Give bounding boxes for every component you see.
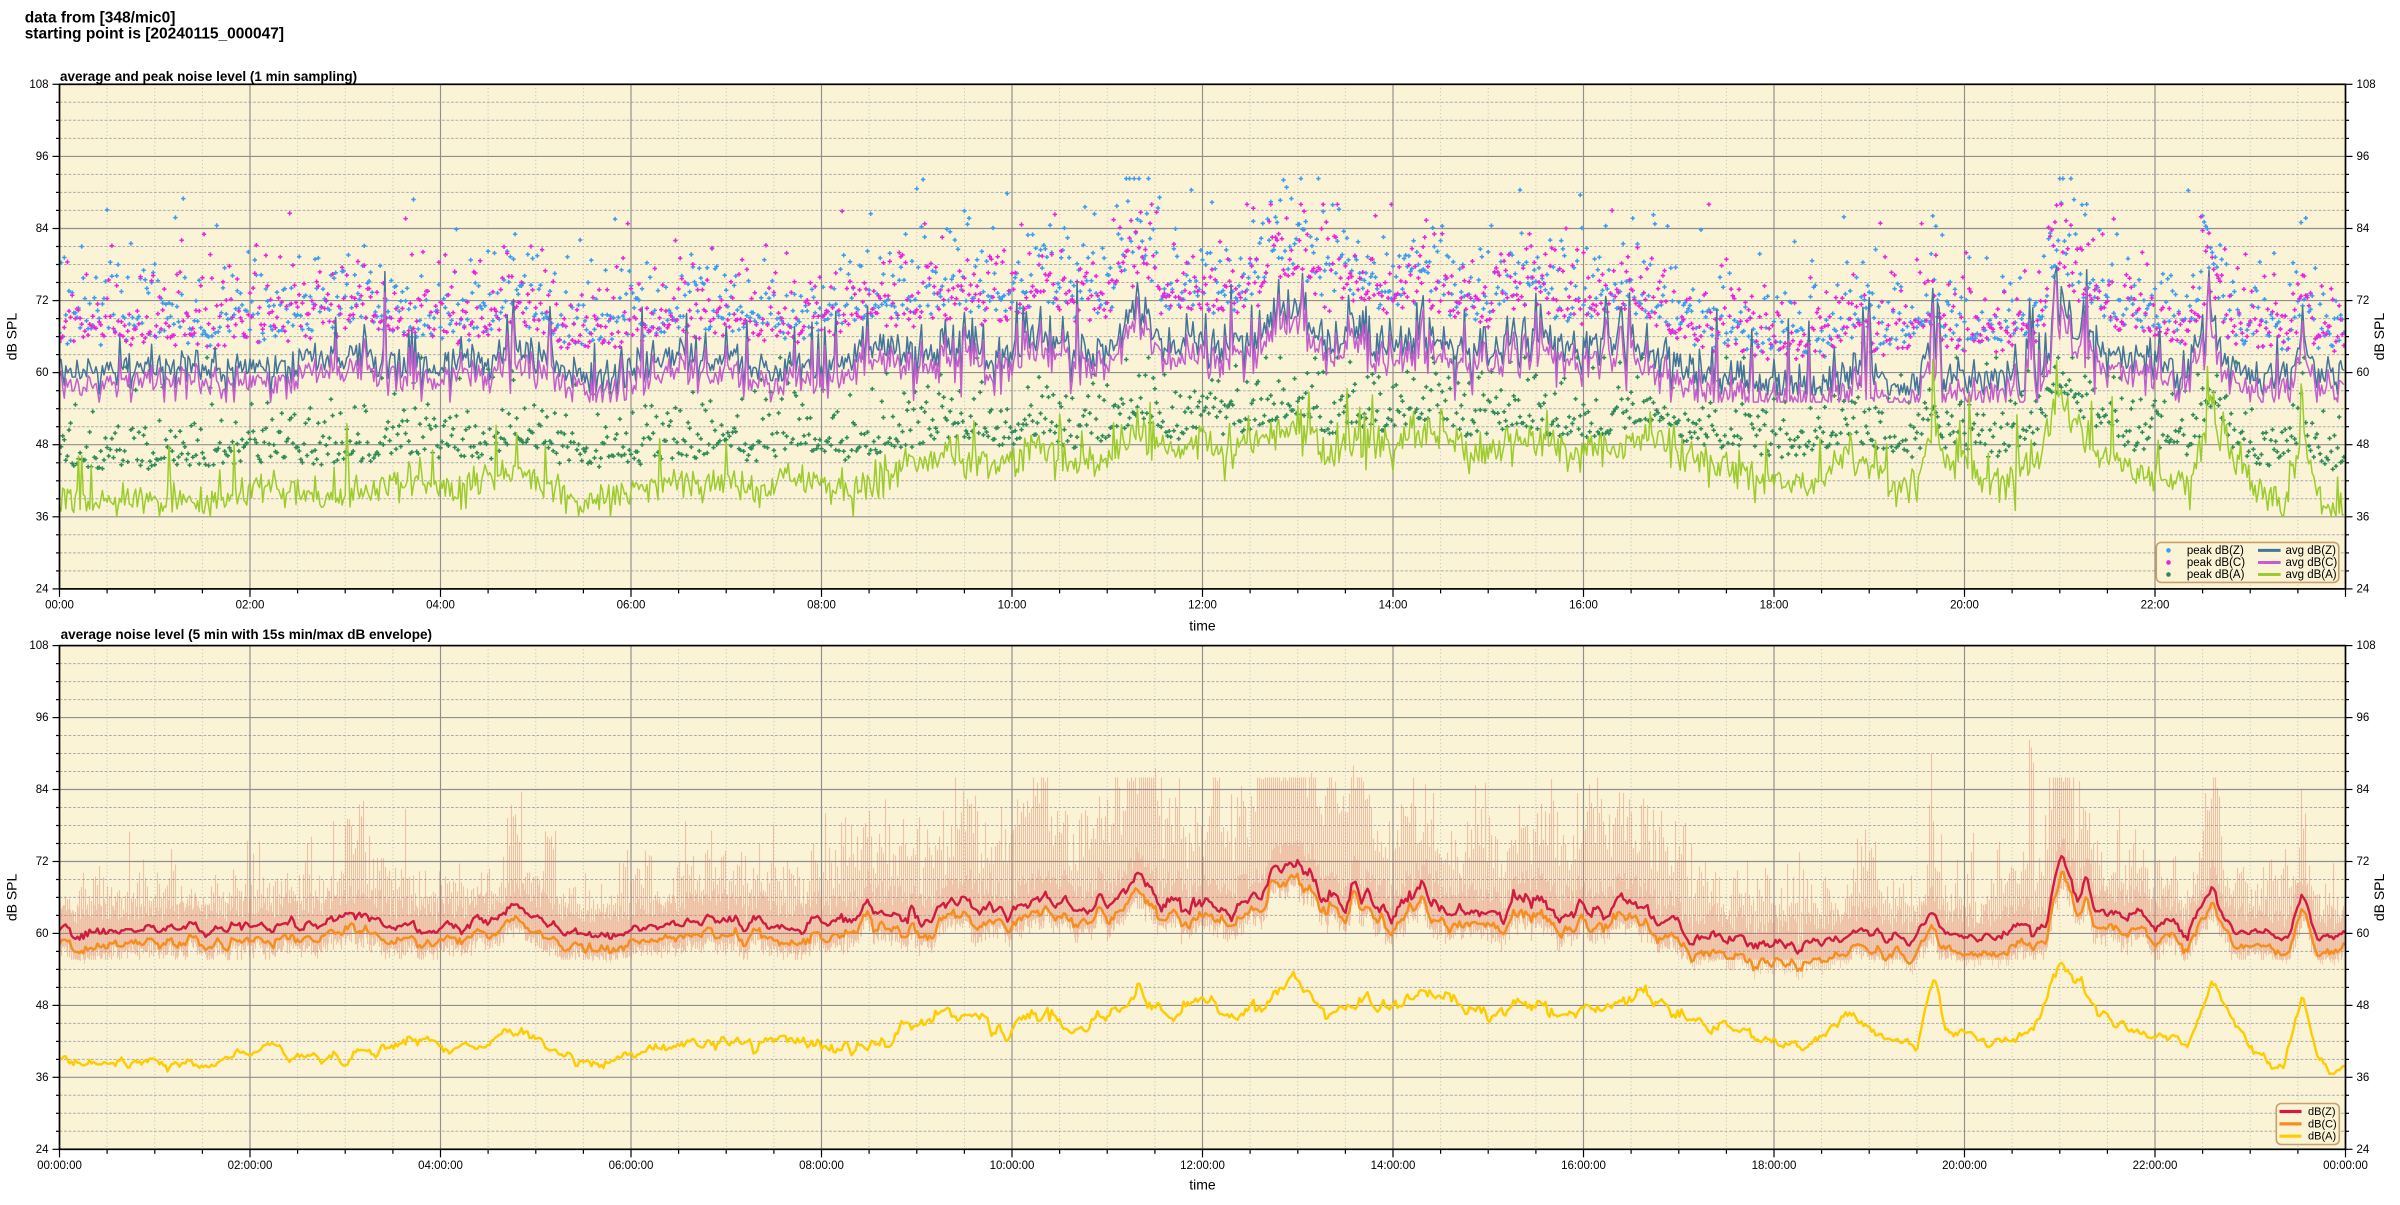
svg-text:dB SPL: dB SPL — [2371, 313, 2387, 361]
svg-text:72: 72 — [36, 856, 49, 868]
svg-text:60: 60 — [2357, 928, 2370, 940]
svg-text:10:00:00: 10:00:00 — [990, 1160, 1035, 1172]
svg-text:06:00:00: 06:00:00 — [609, 1160, 654, 1172]
svg-text:84: 84 — [36, 784, 49, 796]
svg-text:avg dB(C): avg dB(C) — [2286, 557, 2338, 569]
svg-text:16:00: 16:00 — [1569, 600, 1598, 612]
svg-text:peak dB(Z): peak dB(Z) — [2187, 545, 2244, 557]
svg-text:data from [348/mic0]: data from [348/mic0] — [25, 10, 176, 27]
svg-text:14:00:00: 14:00:00 — [1371, 1160, 1416, 1172]
svg-text:20:00: 20:00 — [1950, 600, 1979, 612]
svg-text:48: 48 — [36, 439, 49, 451]
svg-text:dB(A): dB(A) — [2308, 1131, 2336, 1143]
svg-text:108: 108 — [29, 79, 48, 91]
svg-text:20:00:00: 20:00:00 — [1942, 1160, 1987, 1172]
svg-text:average noise level (5 min wit: average noise level (5 min with 15s min/… — [61, 627, 432, 642]
svg-text:48: 48 — [2357, 439, 2370, 451]
svg-text:starting point is [20240115_00: starting point is [20240115_000047] — [25, 26, 284, 43]
svg-text:12:00: 12:00 — [1188, 600, 1217, 612]
svg-text:18:00:00: 18:00:00 — [1752, 1160, 1797, 1172]
svg-text:dB(C): dB(C) — [2308, 1118, 2337, 1130]
svg-text:24: 24 — [2357, 1144, 2370, 1156]
svg-text:avg dB(A): avg dB(A) — [2286, 569, 2337, 581]
svg-text:dB SPL: dB SPL — [4, 874, 20, 922]
svg-text:96: 96 — [2357, 151, 2370, 163]
svg-text:36: 36 — [36, 511, 49, 523]
svg-text:08:00: 08:00 — [807, 600, 836, 612]
svg-text:00:00:00: 00:00:00 — [2323, 1160, 2368, 1172]
svg-text:time: time — [1189, 1177, 1216, 1193]
svg-text:08:00:00: 08:00:00 — [799, 1160, 844, 1172]
svg-text:60: 60 — [2357, 367, 2370, 379]
svg-text:average and peak noise level (: average and peak noise level (1 min samp… — [60, 69, 357, 84]
svg-text:60: 60 — [36, 928, 49, 940]
svg-text:48: 48 — [36, 1000, 49, 1012]
svg-text:60: 60 — [36, 367, 49, 379]
svg-text:36: 36 — [2357, 511, 2370, 523]
svg-text:84: 84 — [36, 223, 49, 235]
svg-text:18:00: 18:00 — [1760, 600, 1789, 612]
svg-text:peak dB(C): peak dB(C) — [2187, 557, 2245, 569]
svg-text:02:00: 02:00 — [236, 600, 265, 612]
svg-text:time: time — [1189, 618, 1216, 634]
svg-text:04:00:00: 04:00:00 — [418, 1160, 463, 1172]
svg-text:dB SPL: dB SPL — [4, 313, 20, 361]
svg-text:14:00: 14:00 — [1379, 600, 1408, 612]
svg-text:72: 72 — [2357, 295, 2370, 307]
svg-text:10:00: 10:00 — [998, 600, 1027, 612]
svg-text:00:00: 00:00 — [45, 600, 74, 612]
svg-text:36: 36 — [36, 1072, 49, 1084]
svg-text:24: 24 — [36, 1144, 49, 1156]
svg-text:avg dB(Z): avg dB(Z) — [2286, 545, 2337, 557]
svg-text:72: 72 — [2357, 856, 2370, 868]
svg-text:48: 48 — [2357, 1000, 2370, 1012]
svg-text:24: 24 — [2357, 583, 2370, 595]
svg-text:peak dB(A): peak dB(A) — [2187, 569, 2245, 581]
svg-text:108: 108 — [2357, 640, 2376, 652]
svg-text:84: 84 — [2357, 784, 2370, 796]
svg-text:96: 96 — [2357, 712, 2370, 724]
svg-text:16:00:00: 16:00:00 — [1561, 1160, 1606, 1172]
svg-text:24: 24 — [36, 583, 49, 595]
svg-text:96: 96 — [36, 712, 49, 724]
svg-text:dB(Z): dB(Z) — [2308, 1106, 2336, 1118]
svg-text:72: 72 — [36, 295, 49, 307]
svg-text:02:00:00: 02:00:00 — [228, 1160, 273, 1172]
svg-text:04:00: 04:00 — [426, 600, 455, 612]
svg-text:06:00: 06:00 — [617, 600, 646, 612]
svg-text:108: 108 — [29, 640, 48, 652]
svg-text:dB SPL: dB SPL — [2371, 874, 2387, 922]
svg-text:12:00:00: 12:00:00 — [1180, 1160, 1225, 1172]
svg-text:22:00: 22:00 — [2141, 600, 2170, 612]
svg-text:36: 36 — [2357, 1072, 2370, 1084]
svg-text:96: 96 — [36, 151, 49, 163]
svg-text:108: 108 — [2357, 79, 2376, 91]
svg-text:22:00:00: 22:00:00 — [2133, 1160, 2178, 1172]
svg-text:84: 84 — [2357, 223, 2370, 235]
svg-text:00:00:00: 00:00:00 — [37, 1160, 82, 1172]
